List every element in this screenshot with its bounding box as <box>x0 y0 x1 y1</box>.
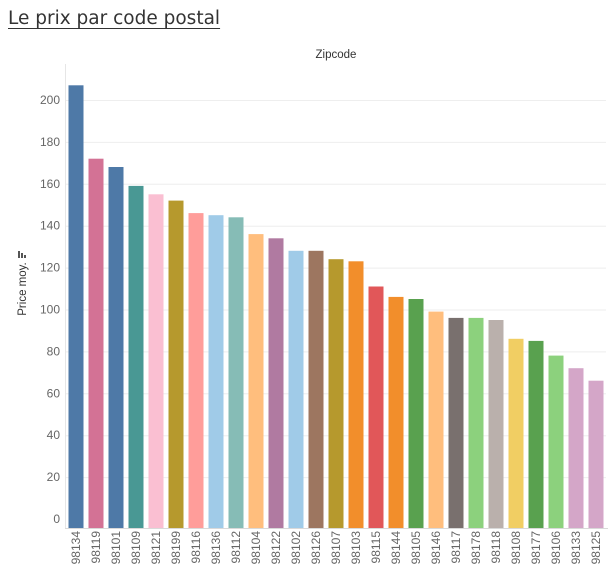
x-tick-label: 98122 <box>269 531 283 565</box>
bar-98136[interactable] <box>208 215 224 528</box>
x-tick-label: 98177 <box>529 531 543 565</box>
x-axis-ticks: 98134 98119 98101 98109 98121 98199 98116 98136… <box>69 531 603 565</box>
bar-98121[interactable] <box>148 194 164 529</box>
x-tick-label: 98115 <box>369 531 383 564</box>
y-tick-label: 80 <box>47 344 61 358</box>
y-tick-label: 20 <box>47 470 61 484</box>
x-tick-label: 98106 <box>549 531 563 565</box>
x-tick-label: 98112 <box>229 531 243 564</box>
bar-98102[interactable] <box>288 250 304 529</box>
y-tick-label: 120 <box>40 261 60 275</box>
y-axis-ticks: 0 20 40 60 80 100 120 140 160 180 200 <box>40 93 60 526</box>
bar-98104[interactable] <box>248 234 264 528</box>
x-tick-label: 98104 <box>249 531 263 565</box>
x-tick-label: 98103 <box>349 531 363 565</box>
y-tick-label: 60 <box>47 386 61 400</box>
bars <box>68 85 604 529</box>
bar-98103[interactable] <box>348 261 364 528</box>
bar-98107[interactable] <box>328 259 344 528</box>
y-tick-label: 160 <box>40 177 60 191</box>
sort-icon-bar <box>18 251 20 258</box>
x-tick-label: 98101 <box>109 531 123 565</box>
sort-icon-bar <box>21 253 23 258</box>
x-tick-label: 98105 <box>409 531 423 565</box>
y-tick-label: 40 <box>47 428 61 442</box>
bar-98116[interactable] <box>188 213 204 528</box>
x-tick-label: 98107 <box>329 531 343 565</box>
x-tick-label: 98121 <box>149 531 163 565</box>
bar-98177[interactable] <box>528 340 544 528</box>
bar-98106[interactable] <box>548 355 564 528</box>
bar-98115[interactable] <box>368 286 384 529</box>
bar-98117[interactable] <box>448 317 464 528</box>
bar-98112[interactable] <box>228 217 244 529</box>
column-header-zipcode: Zipcode <box>316 49 357 61</box>
bar-98134[interactable] <box>68 85 84 529</box>
y-tick-label: 200 <box>40 93 60 107</box>
bar-98126[interactable] <box>308 250 324 529</box>
sort-icon-bar <box>24 255 26 258</box>
x-tick-label: 98199 <box>169 531 183 565</box>
x-tick-label: 98117 <box>449 531 463 564</box>
x-tick-label: 98125 <box>589 531 603 565</box>
y-tick-label: 100 <box>40 303 60 317</box>
x-tick-label: 98178 <box>469 531 483 565</box>
x-tick-label: 98133 <box>569 531 583 565</box>
bar-98101[interactable] <box>108 167 124 528</box>
x-tick-label: 98136 <box>209 531 223 565</box>
x-tick-label: 98119 <box>89 531 103 564</box>
bar-98118[interactable] <box>488 320 504 528</box>
x-tick-label: 98126 <box>309 531 323 565</box>
bar-98119[interactable] <box>88 158 104 528</box>
bar-98199[interactable] <box>168 200 184 528</box>
bar-98108[interactable] <box>508 338 524 528</box>
x-tick-label: 98102 <box>289 531 303 565</box>
x-tick-label: 98118 <box>489 531 503 564</box>
bar-98178[interactable] <box>468 317 484 528</box>
bar-98122[interactable] <box>268 238 284 529</box>
dashboard-title: Le prix par code postal <box>8 8 221 29</box>
x-tick-label: 98116 <box>189 531 203 564</box>
bar-98109[interactable] <box>128 185 144 528</box>
y-tick-label: 180 <box>40 135 60 149</box>
bar-98125[interactable] <box>588 380 604 528</box>
sort-descending-icon[interactable] <box>18 251 26 258</box>
x-tick-label: 98146 <box>429 531 443 565</box>
x-tick-label: 98134 <box>69 531 83 565</box>
y-tick-label: 0 <box>53 512 60 526</box>
x-tick-label: 98144 <box>389 531 403 565</box>
bar-98144[interactable] <box>388 296 404 528</box>
bar-98133[interactable] <box>568 368 584 528</box>
y-axis-title: Price moy. <box>17 262 29 315</box>
x-tick-label: 98108 <box>509 531 523 565</box>
bar-98146[interactable] <box>428 311 444 528</box>
y-tick-label: 140 <box>40 219 60 233</box>
bar-98105[interactable] <box>408 299 424 528</box>
x-tick-label: 98109 <box>129 531 143 565</box>
